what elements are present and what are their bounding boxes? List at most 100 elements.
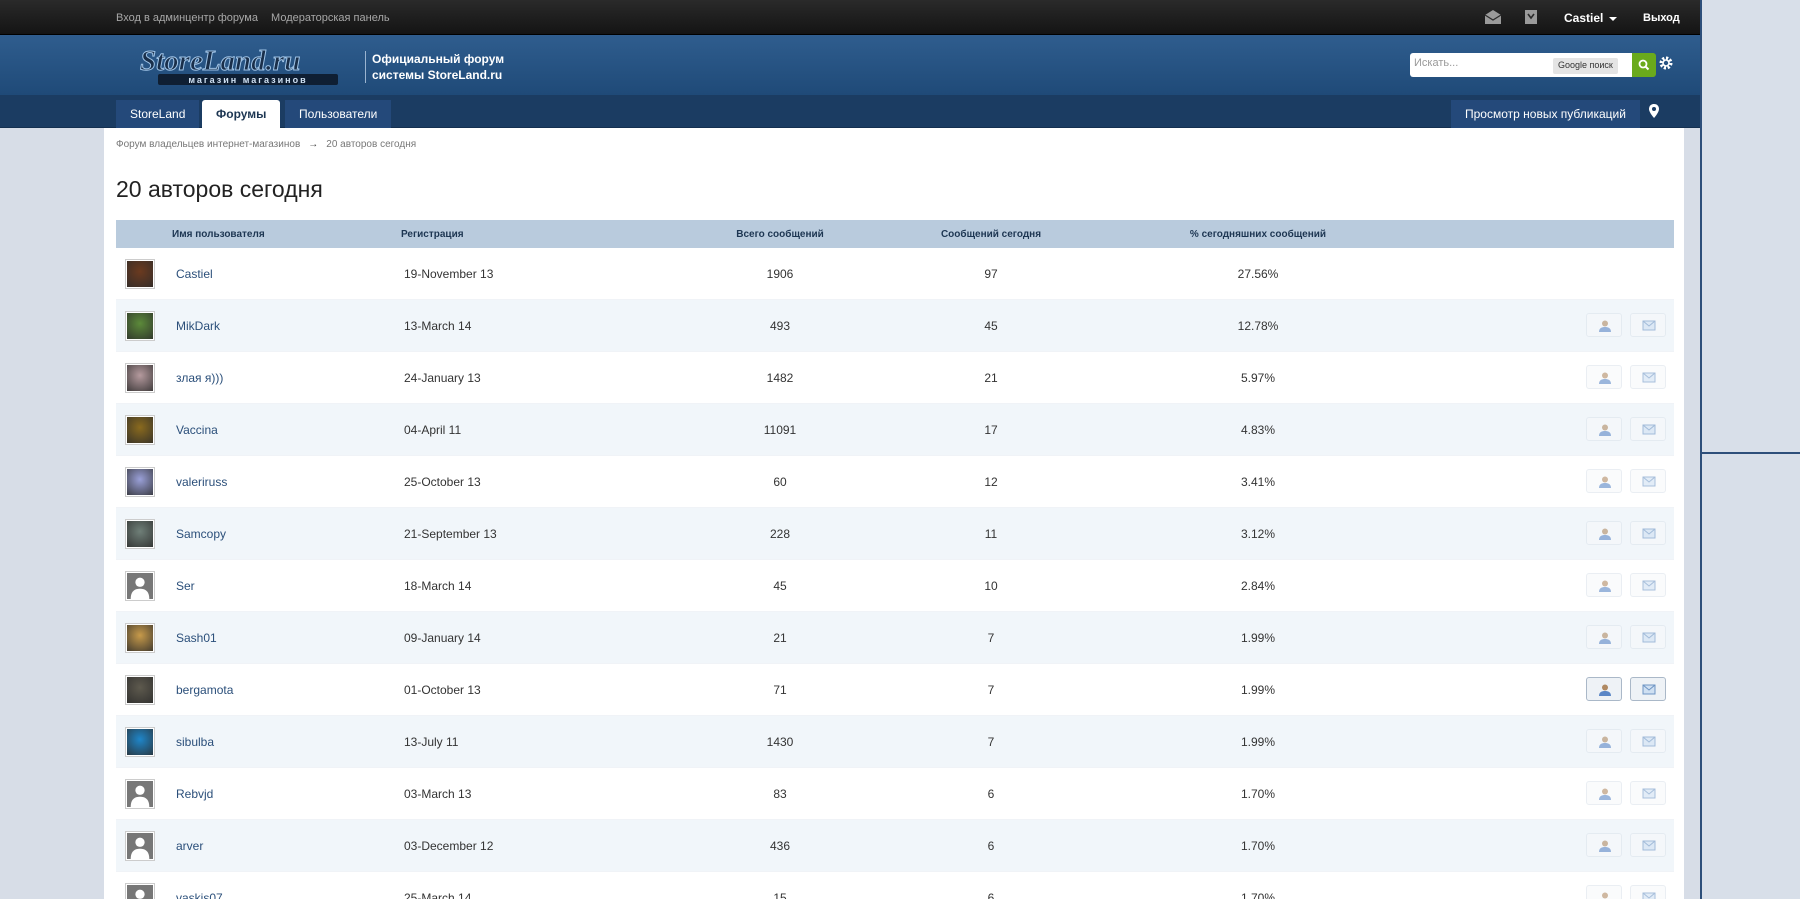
username-link[interactable]: Vaccina [176, 423, 218, 437]
user-card-icon [1599, 476, 1611, 488]
total-posts: 21 [773, 631, 787, 645]
send-message-button[interactable] [1630, 573, 1666, 597]
total-posts: 493 [769, 319, 791, 333]
avatar[interactable] [125, 779, 155, 809]
view-profile-button[interactable] [1586, 365, 1622, 389]
moderator-panel-link[interactable]: Модераторская панель [271, 12, 390, 24]
main-content: Форум владельцев интернет-магазинов → 20 а… [104, 128, 1684, 899]
search-input[interactable]: Искать... [1414, 57, 1459, 69]
tab-forums[interactable]: Форумы [202, 100, 281, 128]
send-message-button[interactable] [1630, 729, 1666, 753]
breadcrumb-forum-link[interactable]: Форум владельцев интернет-магазинов [116, 139, 301, 150]
send-message-button[interactable] [1630, 625, 1666, 649]
new-posts-button[interactable]: Просмотр новых публикаций [1451, 100, 1640, 128]
envelope-icon [1642, 892, 1656, 899]
percent-today: 5.97% [1240, 371, 1276, 385]
header-username[interactable]: Имя пользователя [172, 229, 265, 240]
username-link[interactable]: vaskis07 [176, 891, 223, 899]
username: Castiel [1564, 11, 1604, 25]
send-message-button[interactable] [1630, 313, 1666, 337]
avatar[interactable] [125, 519, 155, 549]
posts-today: 97 [984, 267, 998, 281]
avatar-image [127, 313, 153, 339]
avatar[interactable] [125, 415, 155, 445]
total-posts: 60 [773, 475, 787, 489]
avatar[interactable] [125, 675, 155, 705]
username-link[interactable]: Samcopy [176, 527, 227, 541]
envelope-icon [1642, 320, 1656, 331]
page-title: 20 авторов сегодня [116, 176, 323, 202]
username-link[interactable]: MikDark [176, 319, 220, 333]
send-message-button[interactable] [1630, 677, 1666, 701]
gear-icon[interactable] [1658, 55, 1674, 71]
view-profile-button[interactable] [1586, 521, 1622, 545]
view-profile-button[interactable] [1586, 625, 1622, 649]
total-posts: 1906 [766, 267, 794, 281]
username-link[interactable]: Rebvjd [176, 787, 214, 801]
view-profile-button[interactable] [1586, 729, 1622, 753]
view-profile-button[interactable] [1586, 833, 1622, 857]
username-link[interactable]: Ser [176, 579, 195, 593]
avatar[interactable] [125, 311, 155, 341]
header-percent-today[interactable]: % сегодняшних сообщений [1189, 229, 1327, 240]
tab-users[interactable]: Пользователи [285, 100, 392, 128]
view-profile-button[interactable] [1586, 573, 1622, 597]
user-card-icon [1599, 580, 1611, 592]
send-message-button[interactable] [1630, 521, 1666, 545]
header-total-posts[interactable]: Всего сообщений [736, 229, 824, 240]
table-body: Castiel 19-November 13 1906 97 27.56% Mi… [116, 248, 1674, 899]
view-profile-button[interactable] [1586, 313, 1622, 337]
avatar[interactable] [125, 727, 155, 757]
envelope-icon[interactable] [1484, 9, 1502, 25]
header-posts-today[interactable]: Сообщений сегодня [940, 229, 1042, 240]
badge-icon[interactable] [1523, 9, 1541, 25]
username-link[interactable]: valeriruss [176, 475, 228, 489]
username-link[interactable]: sibulba [176, 735, 215, 749]
svg-text:магазин магазинов: магазин магазинов [188, 75, 307, 85]
avatar[interactable] [125, 831, 155, 861]
breadcrumb: Форум владельцев интернет-магазинов → 20 а… [116, 139, 416, 150]
table-row: Castiel 19-November 13 1906 97 27.56% [116, 248, 1674, 300]
avatar[interactable] [125, 883, 155, 899]
avatar-image [127, 885, 153, 899]
posts-today: 21 [984, 371, 998, 385]
send-message-button[interactable] [1630, 365, 1666, 389]
view-profile-button[interactable] [1586, 885, 1622, 899]
username-link[interactable]: Sash01 [176, 631, 217, 645]
username-link[interactable]: Castiel [176, 267, 213, 281]
avatar[interactable] [125, 467, 155, 497]
send-message-button[interactable] [1630, 417, 1666, 441]
username-link[interactable]: arver [176, 839, 204, 853]
posts-today: 17 [984, 423, 998, 437]
avatar[interactable] [125, 259, 155, 289]
envelope-icon [1642, 684, 1656, 695]
search-scope-button[interactable]: Google поиск [1553, 58, 1618, 74]
envelope-icon [1642, 736, 1656, 747]
map-pin-icon[interactable] [1647, 103, 1661, 121]
username-link[interactable]: злая я))) [176, 371, 224, 385]
breadcrumb-current[interactable]: 20 авторов сегодня [326, 139, 417, 150]
send-message-button[interactable] [1630, 469, 1666, 493]
view-profile-button[interactable] [1586, 417, 1622, 441]
send-message-button[interactable] [1630, 833, 1666, 857]
logout-link[interactable]: Выход [1643, 12, 1680, 24]
view-profile-button[interactable] [1586, 677, 1622, 701]
tab-storeland[interactable]: StoreLand [116, 100, 200, 128]
avatar-image [127, 833, 153, 859]
avatar-image [127, 781, 153, 807]
avatar[interactable] [125, 363, 155, 393]
send-message-button[interactable] [1630, 885, 1666, 899]
view-profile-button[interactable] [1586, 469, 1622, 493]
table-row: vaskis07 25-March 14 15 6 1.70% [116, 872, 1674, 899]
avatar[interactable] [125, 623, 155, 653]
user-card-icon [1599, 372, 1611, 384]
user-menu[interactable]: Castiel [1564, 11, 1618, 25]
header-registration[interactable]: Регистрация [401, 229, 464, 240]
admin-center-link[interactable]: Вход в админцентр форума [116, 12, 258, 24]
storeland-logo[interactable]: StoreLand.ru магазин магазинов [138, 43, 346, 87]
search-button[interactable] [1632, 53, 1656, 77]
view-profile-button[interactable] [1586, 781, 1622, 805]
username-link[interactable]: bergamota [176, 683, 234, 697]
avatar[interactable] [125, 571, 155, 601]
send-message-button[interactable] [1630, 781, 1666, 805]
